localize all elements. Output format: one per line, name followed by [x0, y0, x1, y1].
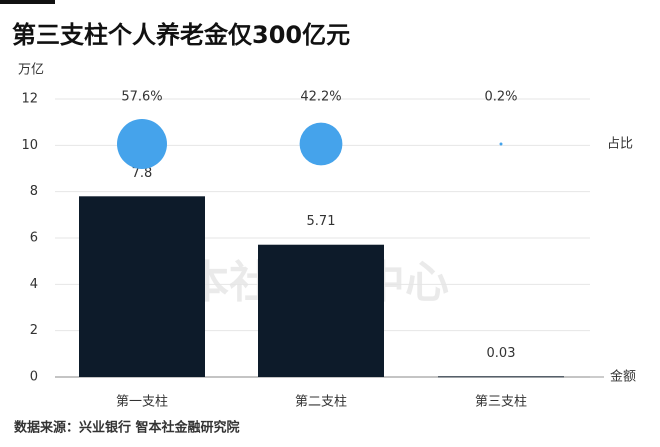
share-bubble — [117, 119, 167, 169]
decor-bar — [0, 0, 55, 4]
legend-label: 占比 — [607, 137, 633, 152]
y-tick-label: 0 — [30, 370, 38, 385]
bar — [79, 196, 205, 377]
y-tick-label: 10 — [21, 138, 38, 153]
value-label: 7.8 — [132, 166, 153, 181]
share-bubble — [299, 122, 343, 166]
value-label: 0.03 — [487, 346, 516, 361]
bar — [258, 244, 384, 377]
bar — [438, 376, 564, 378]
value-label: 5.71 — [307, 214, 336, 229]
share-bubble — [499, 142, 503, 146]
chart-title: 第三支柱个人养老金仅300亿元 — [12, 21, 350, 49]
x-tick-label: 第三支柱 — [475, 395, 527, 410]
source: 数据来源：兴业银行 智本社金融研究院 — [14, 420, 240, 436]
y-tick-label: 2 — [30, 323, 38, 338]
share-label: 57.6% — [121, 90, 162, 105]
y-tick-label: 6 — [30, 231, 38, 246]
share-label: 42.2% — [300, 90, 341, 105]
y-tick-label: 12 — [21, 92, 38, 107]
y-tick-label: 8 — [30, 184, 38, 199]
share-label: 0.2% — [484, 90, 517, 105]
x-tick-label: 第一支柱 — [116, 395, 168, 410]
x-tick-label: 第二支柱 — [295, 395, 347, 410]
legend-label: 金额 — [610, 369, 636, 385]
y-axis-label: 万亿 — [18, 63, 44, 78]
y-tick-label: 4 — [30, 277, 38, 292]
